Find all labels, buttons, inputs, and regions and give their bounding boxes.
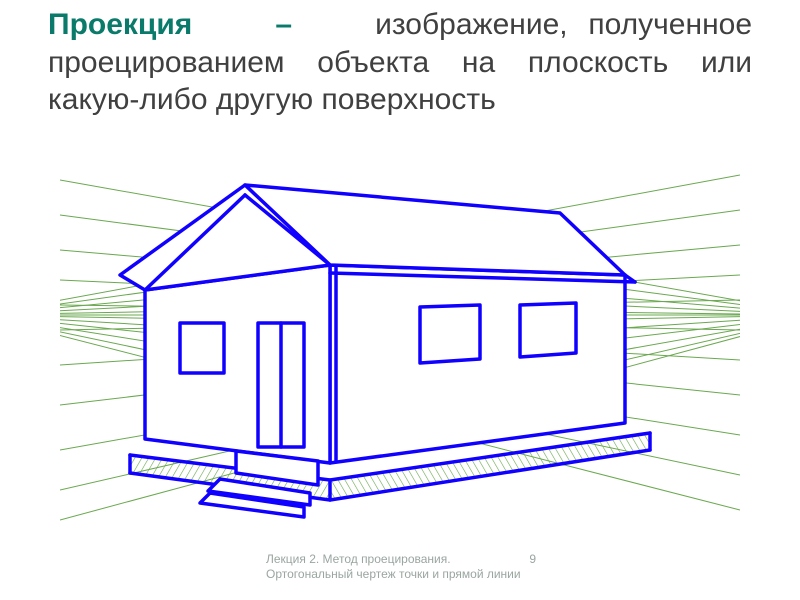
- definition-rest-line1: изображение,: [375, 8, 568, 41]
- term-word: Проекция: [48, 8, 192, 41]
- house-perspective-drawing: [60, 155, 740, 525]
- dash-separator: –: [275, 8, 292, 41]
- footer-text: Лекция 2. Метод проецирования. Ортогонал…: [266, 552, 526, 582]
- slide-footer: Лекция 2. Метод проецирования. Ортогонал…: [266, 552, 606, 582]
- definition-paragraph: Проекция – изображение, полученное проец…: [0, 0, 800, 119]
- footer-page-number: 9: [529, 552, 589, 567]
